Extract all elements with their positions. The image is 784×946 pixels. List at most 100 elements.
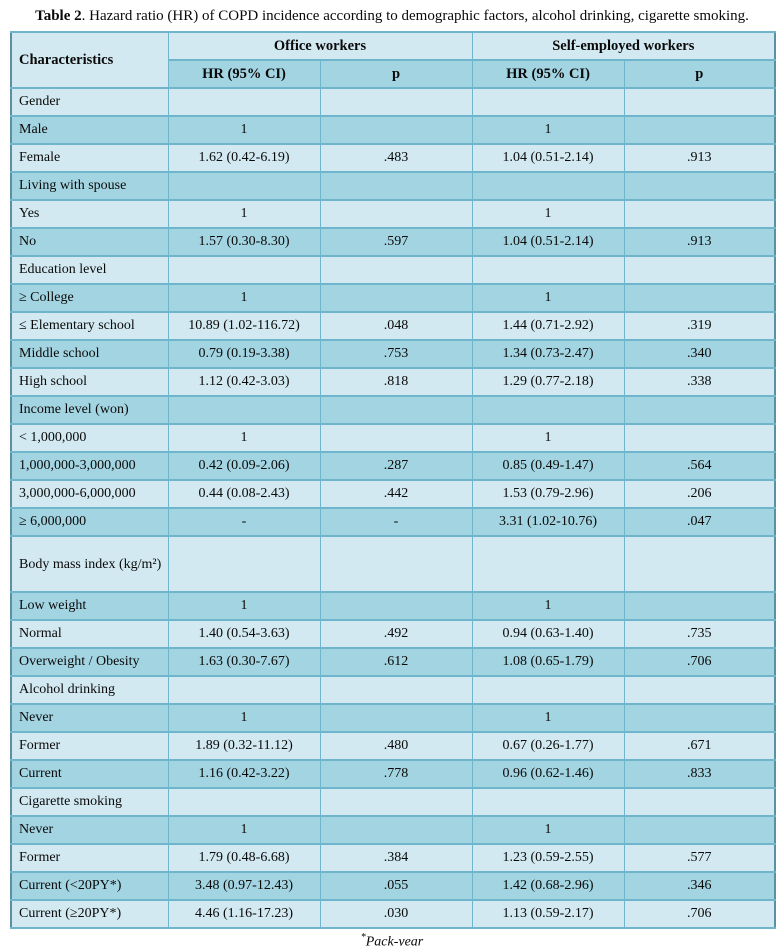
table-row: ≤ Elementary school 10.89 (1.02-116.72) .0…: [10, 311, 776, 341]
row-label: Low weight: [10, 591, 169, 621]
hr-value-cell: [471, 395, 625, 425]
p-value-cell: .706: [623, 647, 776, 677]
row-label: Former: [10, 731, 169, 761]
hr-value-cell: -: [167, 507, 321, 537]
table-row: Low weight 1 1: [10, 591, 776, 621]
hr-value-cell: [167, 395, 321, 425]
p-value-cell: [623, 283, 776, 313]
row-label: Body mass index (kg/m²): [10, 535, 169, 593]
p-value-cell: [623, 591, 776, 621]
p-value-cell: .047: [623, 507, 776, 537]
p-value-cell: .319: [623, 311, 776, 341]
hr-value-cell: 4.46 (1.16-17.23): [167, 899, 321, 929]
sub-header-row: HR (95% CI) p HR (95% CI) p: [11, 59, 776, 89]
hr-value-cell: 1.08 (0.65-1.79): [471, 647, 625, 677]
hr-value-cell: 1.40 (0.54-3.63): [167, 619, 321, 649]
p-value-cell: [319, 171, 473, 201]
hr-value-cell: [167, 255, 321, 285]
hr-value-cell: 1: [167, 815, 321, 845]
row-label: ≥ College: [10, 283, 169, 313]
hr-value-cell: 1.79 (0.48-6.68): [167, 843, 321, 873]
hr-value-cell: [471, 535, 625, 593]
row-label: Alcohol drinking: [10, 675, 169, 705]
hr-value-cell: 3.48 (0.97-12.43): [167, 871, 321, 901]
table-row: Never 1 1: [10, 703, 776, 733]
p-value-cell: [623, 255, 776, 285]
p-value-cell: .833: [623, 759, 776, 789]
row-label: Never: [10, 703, 169, 733]
p-value-cell: .753: [319, 339, 473, 369]
hr-value-cell: 0.44 (0.08-2.43): [167, 479, 321, 509]
hr-value-cell: 1.13 (0.59-2.17): [471, 899, 625, 929]
row-label: Living with spouse: [10, 171, 169, 201]
p-value-cell: .577: [623, 843, 776, 873]
table-row: Overweight / Obesity 1.63 (0.30-7.67) .612…: [10, 647, 776, 677]
hr-value-cell: 0.94 (0.63-1.40): [471, 619, 625, 649]
hr-value-cell: 1: [471, 283, 625, 313]
table-row: Living with spouse: [10, 171, 776, 201]
hr-value-cell: 1: [471, 591, 625, 621]
p-value-cell: [623, 199, 776, 229]
characteristics-header: Characteristics: [10, 31, 169, 89]
p-value-cell: .597: [319, 227, 473, 257]
p-value-cell: -: [319, 507, 473, 537]
p-value-cell: .913: [623, 227, 776, 257]
row-label: Overweight / Obesity: [10, 647, 169, 677]
hr-value-cell: [471, 255, 625, 285]
p-value-cell: [623, 395, 776, 425]
sub-header-hr-office: HR (95% CI): [167, 59, 321, 89]
p-value-cell: [623, 423, 776, 453]
hr-value-cell: 0.96 (0.62-1.46): [471, 759, 625, 789]
hr-value-cell: 1.23 (0.59-2.55): [471, 843, 625, 873]
p-value-cell: [319, 591, 473, 621]
hr-value-cell: 1.53 (0.79-2.96): [471, 479, 625, 509]
row-label: < 1,000,000: [10, 423, 169, 453]
hr-value-cell: [471, 171, 625, 201]
hr-value-cell: 1.63 (0.30-7.67): [167, 647, 321, 677]
p-value-cell: .338: [623, 367, 776, 397]
table-row: Middle school 0.79 (0.19-3.38) .753 1.34 (0…: [10, 339, 776, 369]
hr-value-cell: 3.31 (1.02-10.76): [471, 507, 625, 537]
p-value-cell: [319, 423, 473, 453]
table-header: Characteristics Office workers Self-empl…: [10, 31, 776, 89]
row-label: No: [10, 227, 169, 257]
hr-value-cell: [471, 675, 625, 705]
p-value-cell: .818: [319, 367, 473, 397]
hr-value-cell: [471, 787, 625, 817]
table-row: ≥ College 1 1: [10, 283, 776, 313]
group-header-self-employed-workers: Self-employed workers: [471, 31, 776, 61]
p-value-cell: [623, 675, 776, 705]
row-label: 1,000,000-3,000,000: [10, 451, 169, 481]
p-value-cell: .913: [623, 143, 776, 173]
p-value-cell: [319, 675, 473, 705]
p-value-cell: [319, 535, 473, 593]
p-value-cell: [623, 171, 776, 201]
table-caption: Table 2. Hazard ratio (HR) of COPD incid…: [0, 0, 784, 31]
table-row: No 1.57 (0.30-8.30) .597 1.04 (0.51-2.14) .9…: [10, 227, 776, 257]
table-row: Body mass index (kg/m²): [10, 535, 776, 593]
hr-value-cell: 1.04 (0.51-2.14): [471, 143, 625, 173]
hr-value-cell: 0.85 (0.49-1.47): [471, 451, 625, 481]
footnote-marker: *: [360, 932, 366, 943]
hr-value-cell: 0.42 (0.09-2.06): [167, 451, 321, 481]
table-row: Former 1.89 (0.32-11.12) .480 0.67 (0.26-1.…: [10, 731, 776, 761]
p-value-cell: .030: [319, 899, 473, 929]
p-value-cell: .206: [623, 479, 776, 509]
hr-value-cell: 1.12 (0.42-3.03): [167, 367, 321, 397]
row-label: Current: [10, 759, 169, 789]
footnote: *Pack-year: [0, 929, 784, 946]
p-value-cell: [623, 115, 776, 145]
footnote-text: Pack-year: [365, 934, 424, 946]
p-value-cell: [623, 787, 776, 817]
row-label: Income level (won): [10, 395, 169, 425]
p-value-cell: .480: [319, 731, 473, 761]
row-label: Normal: [10, 619, 169, 649]
hr-value-cell: 1.57 (0.30-8.30): [167, 227, 321, 257]
table-row: Education level: [10, 255, 776, 285]
group-header-row: Characteristics Office workers Self-empl…: [10, 31, 776, 89]
hr-value-cell: [167, 87, 321, 117]
hr-value-cell: 1: [167, 423, 321, 453]
table-row: Former 1.79 (0.48-6.68) .384 1.23 (0.59-2.5…: [10, 843, 776, 873]
p-value-cell: .735: [623, 619, 776, 649]
row-label: Current (≥20PY*): [10, 899, 169, 929]
